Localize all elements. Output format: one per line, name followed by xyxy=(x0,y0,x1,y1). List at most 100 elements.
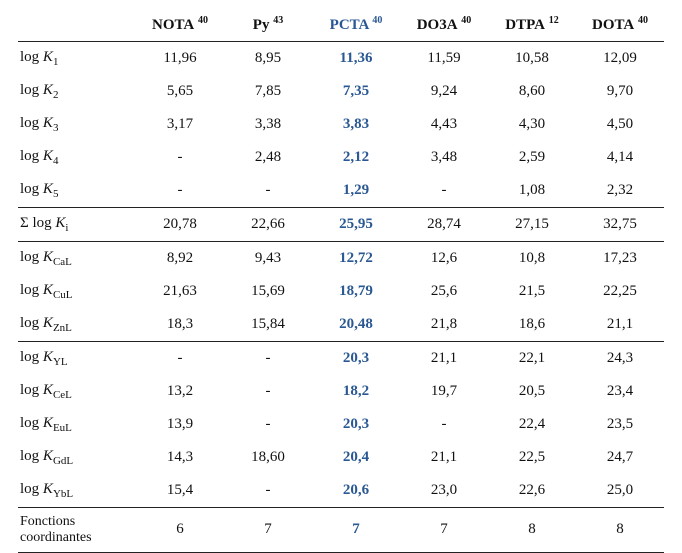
cell-value: 14,3 xyxy=(136,441,224,474)
row-label: log KCeL xyxy=(18,375,136,408)
row-label-sub: 3 xyxy=(53,122,59,134)
cell-value: 25,0 xyxy=(576,474,664,508)
table-row: log KCuL21,6315,6918,7925,621,522,25 xyxy=(18,275,664,308)
cell-value: 18,3 xyxy=(136,308,224,342)
cell-value: 4,43 xyxy=(400,108,488,141)
row-label: log KCuL xyxy=(18,275,136,308)
cell-value: 18,2 xyxy=(312,375,400,408)
cell-value: 2,48 xyxy=(224,141,312,174)
cell-value: 22,6 xyxy=(488,474,576,508)
row-label-pre: log xyxy=(20,382,43,398)
cell-value: 2,32 xyxy=(576,174,664,208)
cell-value: 7,85 xyxy=(224,75,312,108)
row-label-k: K xyxy=(43,315,53,331)
cell-value: 21,1 xyxy=(576,308,664,342)
row-label-pre: log xyxy=(20,249,43,265)
row-label-pre: log xyxy=(20,415,43,431)
row-label-sub: YL xyxy=(53,356,68,368)
table-row: log KEuL13,9-20,3-22,423,5 xyxy=(18,408,664,441)
cell-value: 28,74 xyxy=(400,208,488,242)
table-row: log K111,968,9511,3611,5910,5812,09 xyxy=(18,42,664,76)
cell-value: 7,35 xyxy=(312,75,400,108)
cell-value: 27,15 xyxy=(488,208,576,242)
cell-value: 20,3 xyxy=(312,342,400,376)
cell-value: 22,25 xyxy=(576,275,664,308)
cell-value: 1,29 xyxy=(312,174,400,208)
column-header: Py 43 xyxy=(224,8,312,42)
cell-value: 22,1 xyxy=(488,342,576,376)
cell-value: 3,48 xyxy=(400,141,488,174)
cell-value: - xyxy=(136,174,224,208)
row-label-pre: log xyxy=(20,181,43,197)
row-label-k: K xyxy=(43,148,53,164)
row-label-k: K xyxy=(55,215,65,231)
constants-table: NOTA 40Py 43PCTA 40DO3A 40DTPA 12DOTA 40… xyxy=(18,8,664,553)
cell-value: 24,3 xyxy=(576,342,664,376)
row-label-k: K xyxy=(43,181,53,197)
cell-value: - xyxy=(224,174,312,208)
row-label-pre: log xyxy=(20,315,43,331)
cell-value: 12,72 xyxy=(312,242,400,276)
row-label-k: K xyxy=(43,448,53,464)
cell-value: 22,5 xyxy=(488,441,576,474)
cell-value: 1,08 xyxy=(488,174,576,208)
cell-value: 11,36 xyxy=(312,42,400,76)
cell-value: - xyxy=(224,408,312,441)
cell-value: 21,8 xyxy=(400,308,488,342)
row-label: log K5 xyxy=(18,174,136,208)
cell-value: 21,1 xyxy=(400,342,488,376)
cell-value: - xyxy=(224,474,312,508)
cell-value: 20,48 xyxy=(312,308,400,342)
cell-value: 15,84 xyxy=(224,308,312,342)
row-label: log KYL xyxy=(18,342,136,376)
row-label-sub: 1 xyxy=(53,56,59,68)
cell-value: 9,24 xyxy=(400,75,488,108)
table-row: Σ log Ki20,7822,6625,9528,7427,1532,75 xyxy=(18,208,664,242)
row-label-pre: log xyxy=(20,481,43,497)
cell-value: 9,70 xyxy=(576,75,664,108)
row-label-sub: 5 xyxy=(53,188,59,200)
cell-value: 15,69 xyxy=(224,275,312,308)
column-header: DO3A 40 xyxy=(400,8,488,42)
cell-value: 15,4 xyxy=(136,474,224,508)
column-header: PCTA 40 xyxy=(312,8,400,42)
column-header-label: DTPA xyxy=(505,17,545,33)
cell-value: 20,5 xyxy=(488,375,576,408)
cell-value: 5,65 xyxy=(136,75,224,108)
column-header-ref: 40 xyxy=(638,15,648,26)
cell-value: 22,66 xyxy=(224,208,312,242)
header-blank xyxy=(18,8,136,42)
cell-value: 17,23 xyxy=(576,242,664,276)
cell-value: - xyxy=(400,408,488,441)
row-label-k: K xyxy=(43,49,53,65)
cell-value: 9,43 xyxy=(224,242,312,276)
table-row: log KCeL13,2-18,219,720,523,4 xyxy=(18,375,664,408)
column-header-ref: 43 xyxy=(273,15,283,26)
row-label-text: coordinantes xyxy=(20,530,92,545)
cell-value: 20,4 xyxy=(312,441,400,474)
row-label: Σ log Ki xyxy=(18,208,136,242)
cell-value: 20,78 xyxy=(136,208,224,242)
row-label-pre: log xyxy=(20,148,43,164)
cell-value: 8,60 xyxy=(488,75,576,108)
cell-value: 10,8 xyxy=(488,242,576,276)
column-header-ref: 40 xyxy=(372,15,382,26)
row-label-sub: i xyxy=(65,222,68,234)
cell-value: 2,59 xyxy=(488,141,576,174)
table-row: log K4-2,482,123,482,594,14 xyxy=(18,141,664,174)
table-row: log K5--1,29-1,082,32 xyxy=(18,174,664,208)
column-header-ref: 40 xyxy=(461,15,471,26)
column-header: NOTA 40 xyxy=(136,8,224,42)
cell-value: - xyxy=(136,342,224,376)
cell-value: 4,50 xyxy=(576,108,664,141)
cell-value: 10,58 xyxy=(488,42,576,76)
column-header-label: NOTA xyxy=(152,17,194,33)
row-label-sub: CaL xyxy=(53,256,72,268)
cell-value: 24,7 xyxy=(576,441,664,474)
row-label-k: K xyxy=(43,481,53,497)
cell-value: 18,79 xyxy=(312,275,400,308)
row-label-pre: log xyxy=(20,49,43,65)
column-header-ref: 12 xyxy=(549,15,559,26)
table-row: log KGdL14,318,6020,421,122,524,7 xyxy=(18,441,664,474)
row-label-k: K xyxy=(43,415,53,431)
